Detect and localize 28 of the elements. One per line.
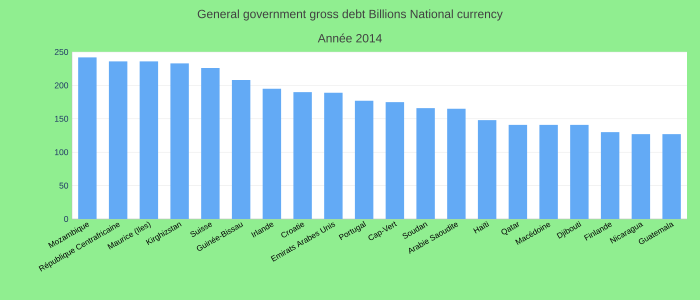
bar: [108, 61, 128, 219]
bar: [416, 108, 435, 219]
y-tick-label: 50: [59, 182, 68, 189]
bar: [478, 120, 496, 219]
bar: [600, 132, 620, 219]
bar: [78, 57, 97, 219]
bar: [140, 61, 158, 219]
bar: [662, 134, 681, 219]
bar: [232, 80, 250, 219]
bar: [293, 92, 312, 219]
chart-subtitle: Année 2014: [318, 34, 382, 42]
bar: [201, 68, 220, 219]
bar: [386, 102, 404, 219]
y-tick-label: 200: [54, 82, 68, 88]
y-tick-label: 150: [54, 116, 68, 122]
bar: [324, 92, 343, 219]
y-tick-label: 100: [54, 149, 68, 156]
chart-title: General government gross debt Billions National currency: [198, 9, 503, 21]
bar: [539, 124, 558, 219]
bar: [354, 100, 374, 219]
bar: [508, 124, 528, 219]
y-tick-label: 0: [64, 216, 68, 222]
bar: [632, 134, 650, 219]
bar: [447, 108, 466, 219]
bar: [170, 63, 189, 219]
bar: [262, 88, 282, 219]
y-tick-label: 250: [54, 49, 68, 55]
bar: [570, 124, 589, 219]
